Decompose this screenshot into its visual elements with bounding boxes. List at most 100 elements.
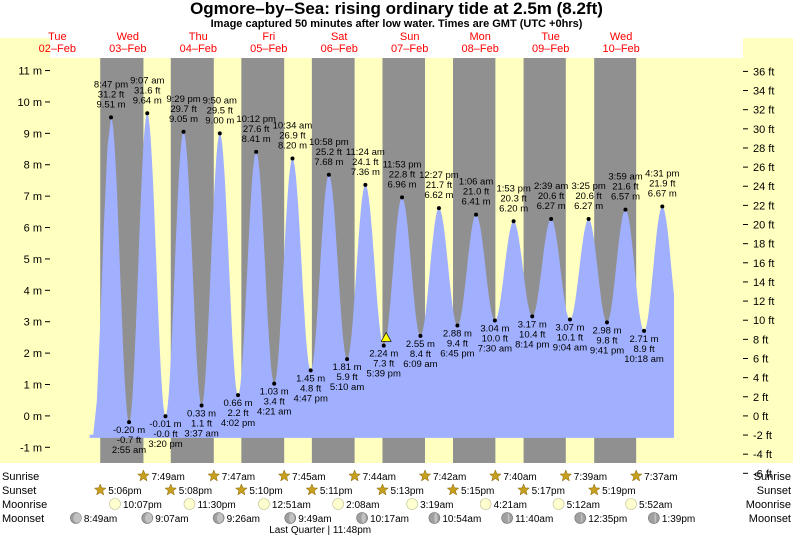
low-label: 4:21 am: [257, 407, 291, 418]
moonset-time: 9:07am: [155, 514, 188, 525]
high-label: 21.6 ft: [612, 182, 639, 193]
moonrise-time: 2:08am: [346, 500, 379, 511]
sunset-time: 5:10pm: [249, 486, 282, 497]
moon-phase-shade: [73, 513, 82, 523]
high-label: 9.05 m: [169, 114, 198, 125]
tide-point-28: [623, 207, 628, 212]
day-label-3: Fri: [262, 31, 275, 43]
left-margin: [0, 38, 50, 463]
y-left-label: 11 m: [18, 66, 42, 78]
y-left-label: 2 m: [24, 348, 42, 360]
high-label: 11:53 pm: [383, 159, 422, 170]
high-label: 31.6 ft: [134, 85, 161, 96]
high-label: 1:06 am: [459, 177, 493, 188]
tide-point-0: [109, 115, 114, 120]
moon-phase-shade: [361, 513, 366, 523]
tide-area: [89, 113, 675, 438]
moon-icon: [406, 498, 418, 510]
sunrise-time: 7:42am: [433, 472, 466, 483]
y-left-label: 9 m: [24, 128, 42, 140]
high-label: 8.20 m: [278, 140, 307, 151]
high-label: 9.51 m: [96, 99, 125, 110]
sunrise-time: 7:49am: [151, 472, 184, 483]
day-label-8: Wed: [610, 31, 632, 43]
y-right-label: 16 ft: [753, 258, 774, 270]
moonset-time: 10:17am: [370, 514, 409, 525]
low-label: 8.9 ft: [633, 344, 654, 355]
high-label: 10:34 am: [273, 120, 313, 131]
day-label-6: Mon: [469, 31, 490, 43]
moonset-time: 9:49am: [298, 514, 331, 525]
sun-icon: [446, 483, 460, 496]
y-right-label: 24 ft: [753, 181, 774, 193]
low-label: -0.0 ft: [153, 429, 178, 440]
high-label: 6.27 m: [537, 201, 566, 212]
chart-title: Ogmore–by–Sea: rising ordinary tide at 2…: [190, 0, 603, 18]
low-label: 5:39 pm: [367, 369, 401, 380]
date-label-4: 06–Feb: [321, 43, 358, 55]
sun-icon: [277, 469, 291, 482]
sunrise-time: 7:40am: [503, 472, 536, 483]
moonrise-time: 3:19am: [420, 500, 453, 511]
day-label-5: Sun: [400, 31, 420, 43]
sunrise-row-label-left: Sunrise: [2, 471, 39, 483]
y-right-label: 30 ft: [753, 124, 774, 136]
high-label: 6.62 m: [424, 190, 453, 201]
tide-point-26: [586, 217, 591, 222]
high-label: 9:29 pm: [166, 94, 200, 105]
moon-phase-shade: [216, 513, 224, 523]
low-label: 3.4 ft: [264, 397, 285, 408]
y-left-label: 3 m: [24, 317, 42, 329]
sunset-row-label-left: Sunset: [2, 485, 36, 497]
y-right-label: 4 ft: [753, 373, 768, 385]
high-label: 9:07 am: [130, 75, 164, 86]
tide-point-16: [400, 195, 405, 200]
low-label: 5:10 am: [330, 382, 364, 393]
sun-icon: [164, 483, 178, 496]
moonrise-time: 4:21am: [494, 500, 527, 511]
day-label-7: Tue: [541, 31, 560, 43]
sun-icon: [629, 469, 643, 482]
y-right-label: 36 ft: [753, 66, 774, 78]
low-label: 8:14 pm: [515, 339, 549, 350]
high-label: 1:53 pm: [496, 183, 530, 194]
high-label: 9.00 m: [205, 115, 234, 126]
sun-icon: [517, 483, 530, 496]
tide-point-27: [604, 320, 609, 325]
high-label: 20.6 ft: [538, 191, 565, 202]
low-label: 2.88 m: [443, 328, 472, 339]
low-label: 8.4 ft: [410, 349, 431, 360]
moon-phase-shade: [580, 513, 583, 523]
moon-icon: [648, 512, 660, 524]
tide-point-10: [290, 156, 295, 161]
low-label: 1.03 m: [260, 387, 289, 398]
sunset-time: 5:08pm: [179, 486, 212, 497]
high-label: 10:12 pm: [236, 114, 276, 125]
high-label: 10:58 pm: [309, 137, 349, 148]
low-label: 2.55 m: [406, 339, 435, 350]
low-label: 2:55 am: [112, 445, 146, 456]
low-label: 6:09 am: [403, 359, 437, 370]
current-tide-marker: [380, 331, 392, 342]
low-label: 9:41 pm: [590, 345, 624, 356]
tide-point-25: [567, 317, 572, 322]
low-label: 10.0 ft: [482, 333, 509, 344]
moonrise-row-label-left: Moonrise: [2, 499, 47, 511]
high-label: 27.6 ft: [243, 124, 270, 135]
date-label-7: 09–Feb: [532, 43, 569, 55]
y-right-label: 28 ft: [753, 143, 774, 155]
sunrise-time: 7:44am: [363, 472, 396, 483]
tide-point-15: [381, 343, 386, 348]
moon-phase-shade: [289, 513, 295, 523]
sunrise-time: 7:39am: [574, 472, 607, 483]
low-label: 3.04 m: [480, 323, 509, 334]
high-label: 6.96 m: [387, 179, 416, 190]
sunset-row-label-right: Sunset: [757, 485, 791, 497]
low-label: 4:47 pm: [294, 393, 328, 404]
moonset-time: 1:39pm: [662, 514, 695, 525]
moonrise-time: 5:12am: [567, 500, 600, 511]
low-label: 2.98 m: [592, 325, 621, 336]
high-label: 20.3 ft: [500, 193, 527, 204]
low-label: 3:20 pm: [148, 439, 182, 450]
low-label: 7:30 am: [478, 343, 512, 354]
